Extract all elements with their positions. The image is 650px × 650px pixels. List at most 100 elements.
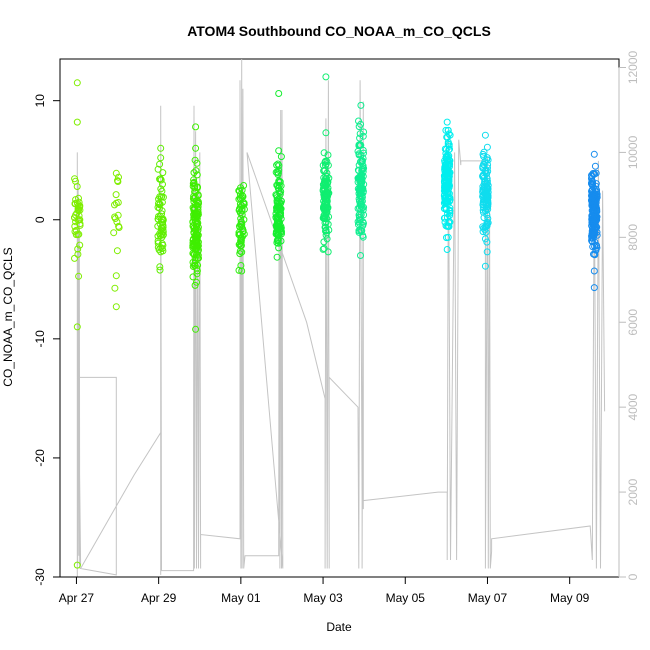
- data-point: [236, 230, 244, 238]
- data-point: [357, 252, 364, 259]
- data-point: [355, 141, 363, 149]
- data-point: [189, 182, 197, 190]
- series-cluster: [588, 150, 601, 292]
- data-point: [71, 222, 79, 230]
- data-point: [445, 156, 453, 164]
- data-point: [157, 154, 165, 162]
- data-point: [158, 207, 166, 215]
- data-point: [483, 192, 491, 200]
- data-point: [593, 242, 601, 250]
- data-point: [323, 198, 331, 206]
- altitude-series-layer: [76, 58, 606, 577]
- y2-tick-label: 4000: [626, 393, 640, 420]
- data-point: [159, 180, 166, 188]
- data-point: [483, 175, 491, 182]
- data-point: [156, 193, 164, 201]
- y-tick-label: 10: [33, 94, 47, 108]
- data-point: [589, 197, 596, 205]
- data-point: [480, 148, 488, 156]
- y-axis-label: CO_NOAA_m_CO_QCLS: [1, 247, 15, 386]
- data-point: [235, 187, 243, 195]
- data-point: [484, 199, 492, 207]
- series-cluster: [235, 182, 248, 275]
- series-cluster: [189, 123, 202, 333]
- data-point: [189, 204, 197, 212]
- data-point: [588, 237, 596, 245]
- data-point: [445, 146, 453, 154]
- data-point: [111, 284, 119, 292]
- series-cluster: [110, 169, 123, 311]
- data-point: [115, 173, 122, 181]
- data-point: [443, 246, 451, 253]
- data-point: [193, 278, 200, 286]
- data-point: [324, 184, 332, 192]
- data-point: [159, 216, 167, 224]
- data-point: [359, 232, 367, 239]
- data-point: [112, 191, 120, 199]
- y2-tick-label: 8000: [626, 224, 640, 251]
- data-point: [154, 165, 162, 173]
- data-point: [74, 245, 82, 253]
- data-point: [321, 178, 329, 186]
- data-point: [357, 120, 365, 128]
- data-point: [592, 224, 600, 232]
- x-tick-label: Apr 29: [141, 591, 177, 605]
- data-point: [192, 167, 200, 175]
- data-point: [481, 158, 489, 166]
- data-point: [483, 238, 491, 246]
- data-point: [112, 303, 120, 311]
- data-point: [192, 325, 200, 333]
- data-point: [193, 201, 201, 209]
- data-point: [73, 183, 81, 190]
- data-point: [238, 267, 246, 275]
- data-point: [483, 177, 491, 185]
- data-point: [73, 118, 81, 126]
- data-point: [193, 159, 201, 167]
- data-point: [441, 218, 449, 226]
- data-point: [590, 190, 598, 198]
- data-point: [275, 177, 283, 185]
- data-point: [322, 73, 330, 81]
- data-point: [446, 145, 453, 153]
- x-tick-label: May 09: [550, 591, 590, 605]
- data-point: [159, 169, 167, 177]
- data-point: [440, 199, 448, 207]
- data-point: [360, 149, 367, 157]
- data-point: [444, 193, 452, 201]
- data-point: [274, 168, 281, 176]
- data-point: [193, 270, 201, 278]
- data-point: [479, 164, 487, 172]
- data-point: [484, 215, 492, 222]
- data-point: [446, 209, 454, 217]
- data-point: [320, 191, 328, 199]
- data-point: [192, 123, 200, 131]
- data-point: [191, 254, 199, 262]
- data-point: [443, 197, 451, 205]
- data-point: [156, 263, 164, 271]
- data-point: [274, 239, 282, 247]
- data-point: [238, 223, 246, 231]
- data-point: [236, 194, 244, 202]
- data-point: [71, 254, 78, 262]
- data-point: [354, 218, 362, 226]
- y-tick-label: -30: [33, 568, 47, 586]
- data-point: [481, 262, 489, 270]
- data-point: [588, 217, 596, 225]
- data-point: [273, 192, 281, 200]
- data-point: [483, 156, 491, 164]
- data-point: [356, 134, 364, 142]
- series-cluster: [440, 118, 454, 253]
- data-point: [355, 167, 363, 175]
- data-point: [441, 168, 449, 176]
- data-point: [320, 245, 328, 252]
- data-point: [75, 272, 83, 280]
- altitude-line: [76, 58, 606, 577]
- data-point: [360, 211, 368, 219]
- data-point: [235, 266, 243, 274]
- data-point: [159, 231, 167, 239]
- data-point: [193, 171, 201, 179]
- data-point: [320, 149, 328, 157]
- data-point: [324, 151, 332, 159]
- data-point: [238, 186, 246, 194]
- data-point: [240, 205, 248, 213]
